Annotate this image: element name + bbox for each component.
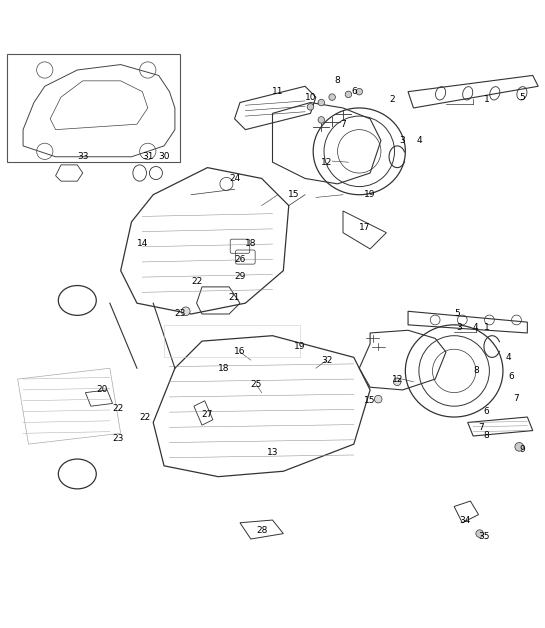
- Text: 7: 7: [340, 120, 346, 129]
- Text: 16: 16: [234, 347, 246, 357]
- Text: 10: 10: [305, 92, 316, 102]
- Circle shape: [515, 443, 524, 451]
- Text: 20: 20: [96, 386, 107, 394]
- Text: 15: 15: [288, 190, 300, 199]
- Text: 5: 5: [454, 310, 460, 318]
- Text: 6: 6: [351, 87, 357, 96]
- Text: 33: 33: [77, 152, 88, 161]
- Text: 3: 3: [400, 136, 405, 145]
- Circle shape: [329, 94, 335, 100]
- Text: 22: 22: [140, 413, 151, 421]
- Text: 11: 11: [272, 87, 283, 96]
- Text: 19: 19: [294, 342, 305, 351]
- Text: 12: 12: [321, 158, 332, 166]
- Circle shape: [374, 396, 382, 403]
- Text: 31: 31: [142, 152, 154, 161]
- Text: 5: 5: [519, 92, 525, 102]
- Circle shape: [318, 99, 325, 106]
- Text: 6: 6: [508, 372, 514, 381]
- Text: 22: 22: [191, 277, 202, 286]
- Text: 8: 8: [484, 431, 489, 440]
- Circle shape: [356, 89, 362, 95]
- Text: 30: 30: [158, 152, 170, 161]
- Text: 26: 26: [234, 255, 246, 264]
- Text: 9: 9: [519, 445, 525, 454]
- Text: 1: 1: [484, 95, 489, 104]
- Text: 19: 19: [365, 190, 376, 199]
- Text: 4: 4: [506, 353, 511, 362]
- Text: 35: 35: [478, 532, 490, 541]
- Text: 4: 4: [416, 136, 422, 145]
- Text: 22: 22: [112, 404, 124, 413]
- Circle shape: [476, 530, 483, 538]
- Text: 23: 23: [112, 434, 124, 443]
- Text: 24: 24: [229, 174, 240, 183]
- Circle shape: [393, 378, 401, 386]
- Circle shape: [181, 307, 190, 316]
- Text: 7: 7: [479, 423, 484, 432]
- Text: 25: 25: [251, 380, 262, 389]
- Text: 18: 18: [245, 239, 257, 248]
- Text: 6: 6: [484, 407, 489, 416]
- Text: 23: 23: [174, 310, 186, 318]
- Text: 29: 29: [234, 271, 246, 281]
- Text: 3: 3: [457, 323, 463, 332]
- Text: 8: 8: [335, 77, 341, 85]
- Text: 27: 27: [202, 410, 213, 419]
- Text: 17: 17: [359, 223, 371, 232]
- Text: 34: 34: [459, 516, 471, 524]
- Text: 18: 18: [218, 364, 229, 373]
- Text: 2: 2: [389, 95, 395, 104]
- Text: 32: 32: [321, 355, 332, 365]
- Text: 13: 13: [267, 448, 278, 457]
- Text: 4: 4: [473, 323, 479, 332]
- Text: 28: 28: [256, 526, 268, 536]
- Bar: [7, 54, 180, 162]
- Text: 1: 1: [484, 323, 489, 332]
- Text: 7: 7: [513, 394, 519, 403]
- Circle shape: [318, 117, 325, 123]
- Text: 14: 14: [137, 239, 148, 248]
- Circle shape: [307, 104, 314, 110]
- Text: 12: 12: [391, 374, 403, 384]
- Circle shape: [345, 91, 352, 97]
- Text: 15: 15: [365, 396, 376, 405]
- Text: 21: 21: [229, 293, 240, 302]
- Text: 8: 8: [473, 366, 479, 376]
